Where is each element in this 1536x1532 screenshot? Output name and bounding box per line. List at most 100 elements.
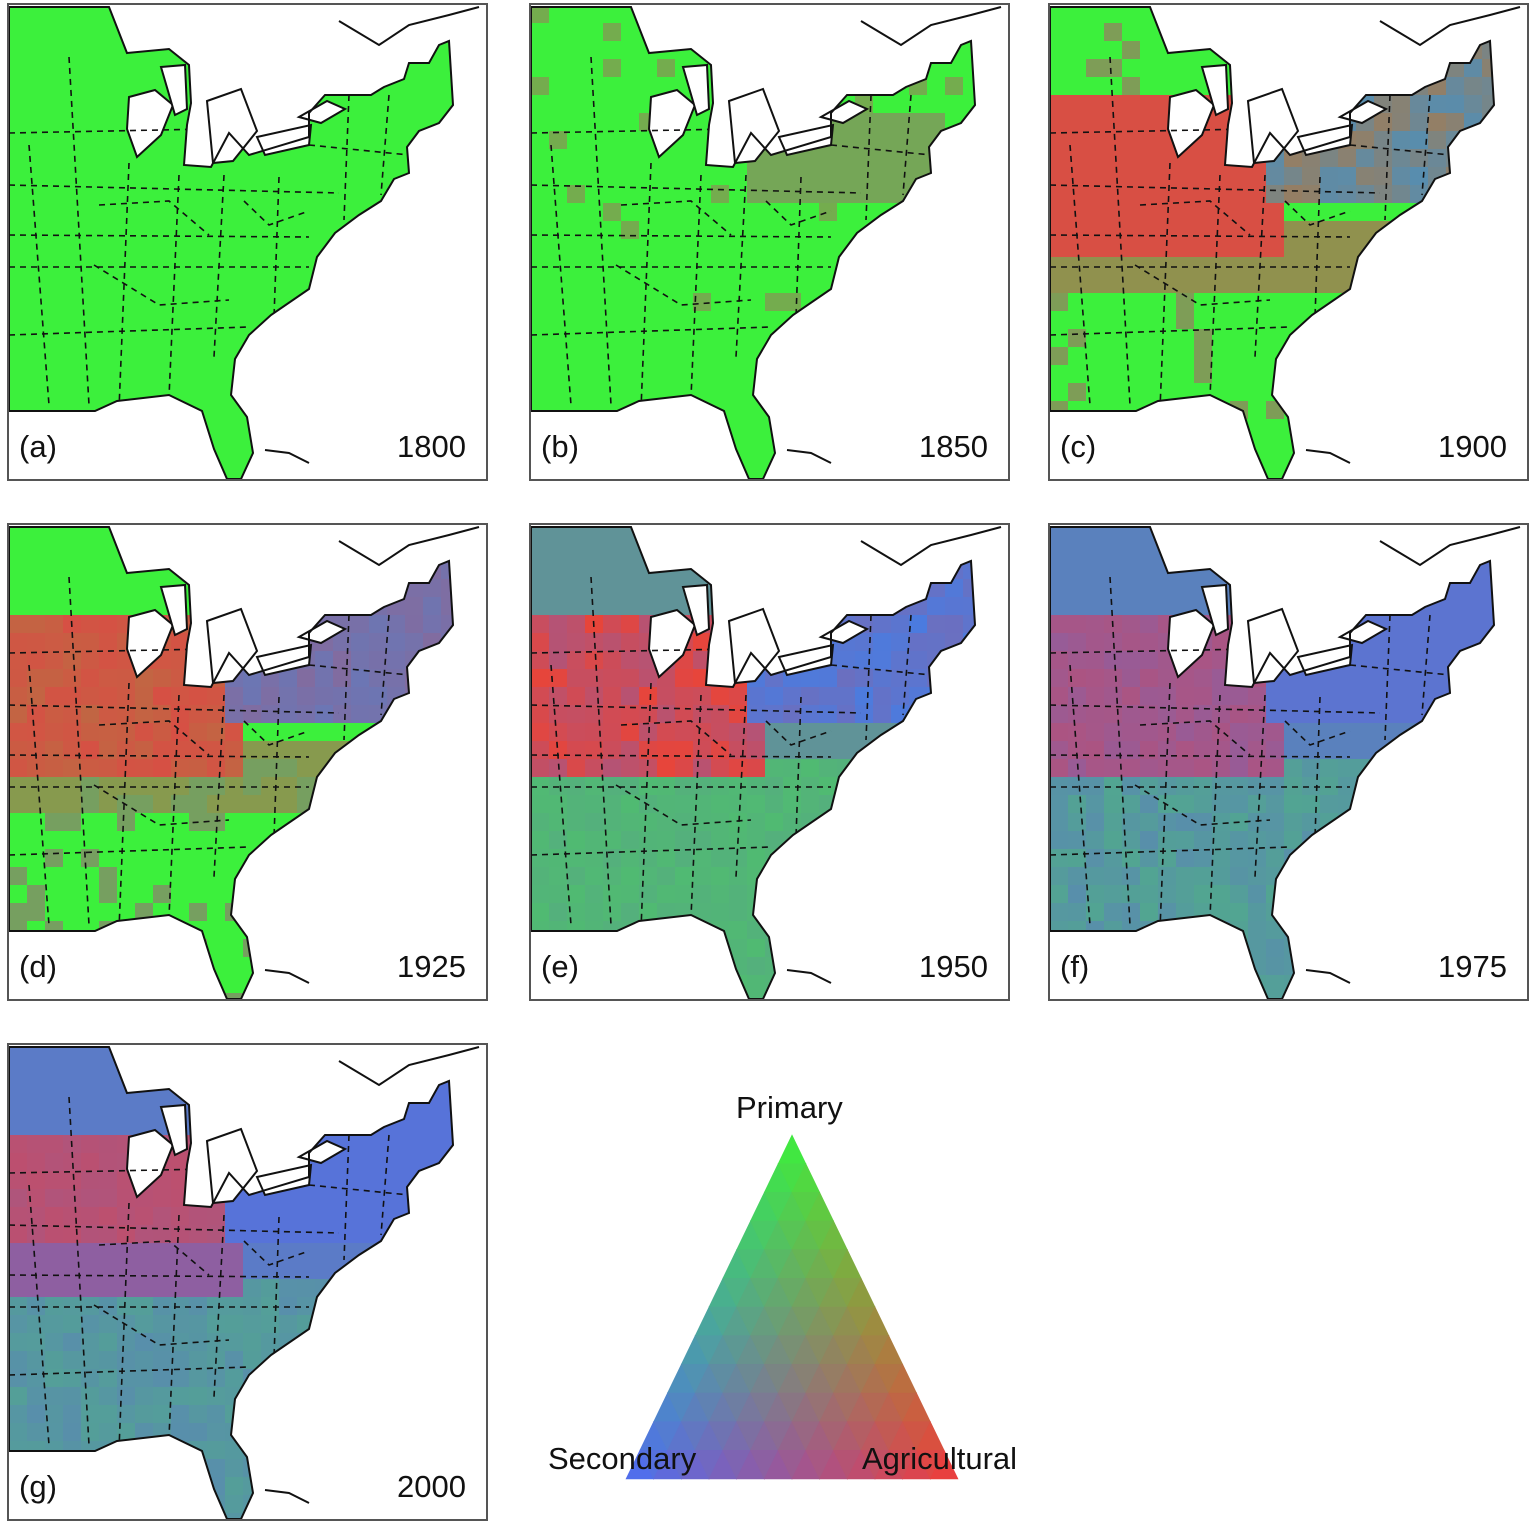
grid-cell xyxy=(837,59,855,77)
grid-cell xyxy=(9,543,27,561)
grid-cell xyxy=(531,203,549,221)
grid-cell xyxy=(1410,149,1428,167)
grid-cell xyxy=(261,1297,279,1315)
grid-cell xyxy=(639,723,657,741)
grid-cell xyxy=(477,867,486,885)
grid-cell xyxy=(855,957,873,975)
grid-cell xyxy=(1212,795,1230,813)
grid-cell xyxy=(909,113,927,131)
grid-cell xyxy=(621,777,639,795)
grid-cell xyxy=(1428,633,1446,651)
grid-cell xyxy=(369,1297,387,1315)
grid-cell xyxy=(1248,579,1266,597)
grid-cell xyxy=(45,1153,63,1171)
grid-cell xyxy=(1248,849,1266,867)
grid-cell xyxy=(9,615,27,633)
grid-cell xyxy=(819,885,837,903)
grid-cell xyxy=(99,579,117,597)
grid-cell xyxy=(1104,687,1122,705)
grid-cell xyxy=(117,527,135,543)
grid-cell xyxy=(549,597,567,615)
grid-cell xyxy=(819,579,837,597)
grid-cell xyxy=(1428,795,1446,813)
grid-cell xyxy=(423,1351,441,1369)
grid-cell xyxy=(9,527,27,543)
grid-cell xyxy=(207,1459,225,1477)
grid-cell xyxy=(1248,7,1266,23)
grid-cell xyxy=(81,1171,99,1189)
grid-cell xyxy=(1104,149,1122,167)
grid-cell xyxy=(711,473,729,479)
grid-cell xyxy=(189,1207,207,1225)
grid-cell xyxy=(639,687,657,705)
grid-cell xyxy=(315,723,333,741)
grid-cell xyxy=(1140,813,1158,831)
grid-cell xyxy=(585,455,603,473)
map-panel-g: (g) 2000 xyxy=(7,1043,488,1521)
grid-cell xyxy=(891,7,909,23)
grid-cell xyxy=(837,597,855,615)
grid-cell xyxy=(1302,939,1320,957)
grid-cell xyxy=(1518,293,1527,311)
grid-cell xyxy=(63,597,81,615)
grid-cell xyxy=(153,1315,171,1333)
grid-cell xyxy=(1284,777,1302,795)
grid-cell xyxy=(1104,705,1122,723)
grid-cell xyxy=(999,759,1008,777)
grid-cell xyxy=(981,543,999,561)
grid-cell xyxy=(189,939,207,957)
grid-cell xyxy=(1104,113,1122,131)
grid-cell xyxy=(1248,257,1266,275)
grid-cell xyxy=(1374,903,1392,921)
grid-cell xyxy=(1194,903,1212,921)
grid-cell xyxy=(45,1279,63,1297)
grid-cell xyxy=(9,1369,27,1387)
grid-cell xyxy=(1500,113,1518,131)
grid-cell xyxy=(243,1063,261,1081)
grid-cell xyxy=(477,1351,486,1369)
grid-cell xyxy=(261,1207,279,1225)
grid-cell xyxy=(981,723,999,741)
grid-cell xyxy=(981,741,999,759)
grid-cell xyxy=(729,687,747,705)
grid-cell xyxy=(1140,543,1158,561)
grid-cell xyxy=(1140,759,1158,777)
grid-cell xyxy=(207,1423,225,1441)
grid-cell xyxy=(1518,723,1527,741)
grid-cell xyxy=(693,527,711,543)
grid-cell xyxy=(963,185,975,203)
grid-cell xyxy=(1230,579,1248,597)
grid-cell xyxy=(207,993,225,999)
grid-cell xyxy=(405,1225,423,1243)
grid-cell xyxy=(1194,275,1212,293)
grid-cell xyxy=(711,831,729,849)
grid-cell xyxy=(477,633,486,651)
grid-cell xyxy=(1050,221,1068,239)
grid-cell xyxy=(945,903,963,921)
grid-cell xyxy=(135,813,153,831)
grid-cell xyxy=(297,1297,315,1315)
state-border xyxy=(531,326,772,336)
grid-cell xyxy=(1518,921,1527,939)
grid-cell xyxy=(171,885,189,903)
grid-cell xyxy=(225,705,243,723)
grid-cell xyxy=(585,167,603,185)
grid-cell xyxy=(945,777,963,795)
grid-cell xyxy=(1410,59,1428,77)
grid-cell xyxy=(567,473,585,479)
grid-cell xyxy=(981,113,999,131)
grid-cell xyxy=(693,167,711,185)
grid-cell xyxy=(387,1387,405,1405)
grid-cell xyxy=(189,993,207,999)
grid-cell xyxy=(1140,741,1158,759)
grid-cell xyxy=(999,723,1008,741)
grid-cell xyxy=(657,813,675,831)
grid-cell xyxy=(531,669,549,687)
state-border xyxy=(168,694,180,918)
grid-cell xyxy=(171,1351,189,1369)
grid-cell xyxy=(711,437,729,455)
grid-cell xyxy=(1176,741,1194,759)
grid-cell xyxy=(1068,365,1086,383)
grid-cell xyxy=(1338,777,1356,795)
state-border xyxy=(9,326,250,336)
